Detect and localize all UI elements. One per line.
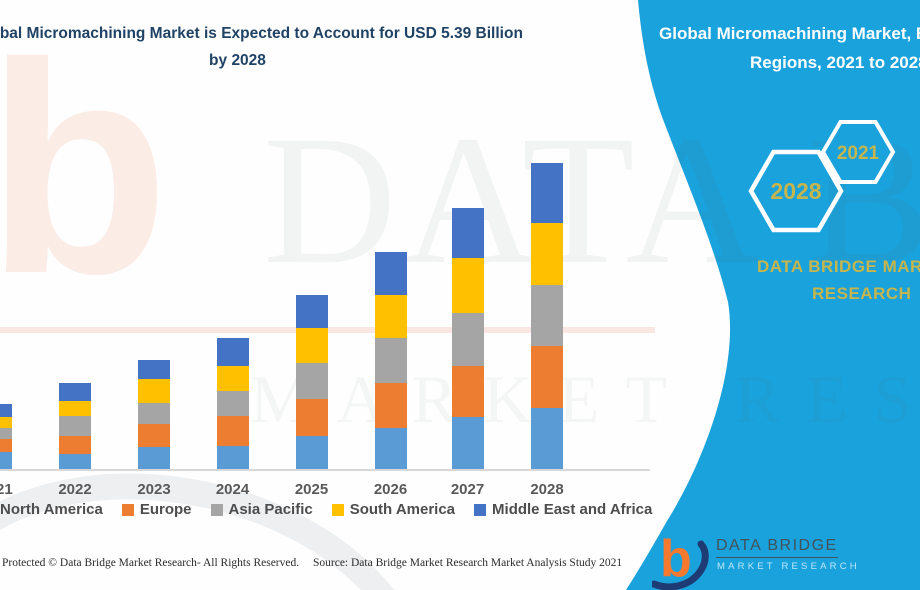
bar-2026 <box>374 251 407 469</box>
bar-segment-south-america <box>138 378 170 404</box>
panel-brand-line1: DATA BRIDGE MARKET <box>757 257 920 276</box>
x-axis-label-2023: 2023 <box>137 481 171 498</box>
bar-segment-middle-east-and-africa <box>59 382 91 401</box>
bar-2028 <box>531 163 563 469</box>
bar-segment-europe <box>216 416 249 446</box>
bar-segment-asia-pacific <box>59 415 91 436</box>
bar-segment-middle-east-and-africa <box>374 251 407 295</box>
x-axis-line <box>0 469 650 471</box>
bar-segment-europe <box>451 365 484 417</box>
legend-swatch-icon <box>474 503 487 516</box>
bar-segment-south-america <box>0 416 12 428</box>
chart-title-line2: by 2028 <box>209 52 266 69</box>
bar-2023 <box>138 360 170 469</box>
hexagon-2028-label: 2028 <box>770 178 821 204</box>
legend-swatch-icon <box>121 503 134 516</box>
bar-segment-europe <box>374 383 407 428</box>
panel-heading-line1: Global Micromachining Market, By <box>659 24 920 43</box>
x-axis-label-2022: 2022 <box>58 481 92 498</box>
hexagon-2021-icon <box>820 120 896 184</box>
bar-segment-north-america <box>374 427 407 469</box>
bar-2025 <box>295 294 328 469</box>
x-axis-label-2025: 2025 <box>294 481 329 498</box>
legend-label: South America <box>349 501 456 518</box>
bar-segment-asia-pacific <box>216 390 249 417</box>
bar-segment-asia-pacific <box>0 427 12 440</box>
copyright-text: Protected © Data Bridge Market Research-… <box>2 557 300 569</box>
databridge-logo-icon: b <box>652 534 709 590</box>
x-axis-label-2024: 2024 <box>215 481 250 498</box>
legend-swatch-icon <box>210 503 223 516</box>
bar-segment-south-america <box>451 257 484 313</box>
market-research-watermark-text: MARKET RESEARCH <box>250 361 920 437</box>
bar-segment-north-america <box>0 451 12 469</box>
databridge-b-watermark-icon: b <box>0 0 170 336</box>
x-axis-label-2028: 2028 <box>530 481 564 498</box>
year-hexagons: 2028 2021 <box>748 120 896 233</box>
source-text: Source: Data Bridge Market Research Mark… <box>313 557 623 569</box>
bar-segment-north-america <box>451 416 484 469</box>
bar-segment-north-america <box>295 436 328 469</box>
svg-text:b: b <box>660 534 692 588</box>
hexagon-2021-label: 2021 <box>837 143 880 164</box>
bar-2022 <box>59 382 91 469</box>
legend-label: Middle East and Africa <box>492 501 653 518</box>
panel-brand-line2: RESEARCH <box>812 284 912 303</box>
bar-segment-north-america <box>138 446 170 469</box>
bar-segment-europe <box>138 424 170 447</box>
bar-segment-middle-east-and-africa <box>0 404 12 417</box>
bar-segment-middle-east-and-africa <box>295 294 328 328</box>
bar-segment-asia-pacific <box>295 363 328 400</box>
bar-segment-asia-pacific <box>138 403 170 425</box>
peach-stripe-decoration <box>0 327 655 333</box>
legend-item-middle-east-and-africa: Middle East and Africa <box>474 501 652 518</box>
bar-segment-south-america <box>59 400 91 416</box>
bar-2024 <box>216 338 249 469</box>
x-axis-label-2021: 2021 <box>0 481 13 498</box>
bar-segment-north-america <box>216 445 249 469</box>
legend-label: Asia Pacific <box>228 501 313 518</box>
bar-segment-south-america <box>216 366 249 391</box>
bar-2021 <box>0 404 12 469</box>
bar-segment-south-america <box>374 294 407 338</box>
bar-segment-middle-east-and-africa <box>138 360 170 379</box>
bar-segment-europe <box>0 439 12 452</box>
bar-segment-asia-pacific <box>374 337 407 384</box>
bar-segment-asia-pacific <box>451 312 484 366</box>
bar-segment-north-america <box>531 407 563 469</box>
legend-swatch-icon <box>331 503 344 516</box>
legend-item-north-america: North America <box>0 501 103 518</box>
footer-logo-subtitle: MARKET RESEARCH <box>717 561 860 572</box>
legend-item-europe: Europe <box>121 501 192 518</box>
chart-title-line1: Global Micromachining Market is Expected… <box>0 25 523 42</box>
footer-logo-name: DATA BRIDGE <box>716 537 838 558</box>
bar-segment-asia-pacific <box>531 285 563 347</box>
bar-segment-middle-east-and-africa <box>531 163 563 224</box>
bar-segment-south-america <box>295 327 328 364</box>
bar-segment-middle-east-and-africa <box>451 207 484 258</box>
bar-segment-europe <box>295 399 328 437</box>
legend-item-asia-pacific: Asia Pacific <box>210 501 313 518</box>
bar-segment-middle-east-and-africa <box>216 338 249 367</box>
x-axis-label-2027: 2027 <box>450 481 485 498</box>
hexagon-2028-icon <box>748 149 844 233</box>
bar-segment-europe <box>531 346 563 408</box>
chart-legend: North America Europe Asia Pacific South Ame… <box>0 501 652 518</box>
panel-heading-line2: Regions, 2021 to 2028 <box>750 53 920 72</box>
bar-segment-north-america <box>59 454 91 469</box>
bar-2027 <box>451 207 484 469</box>
legend-label: Europe <box>139 501 192 518</box>
legend-item-south-america: South America <box>331 501 456 518</box>
bar-segment-europe <box>59 435 91 455</box>
x-axis-label-2026: 2026 <box>373 481 408 498</box>
bar-segment-south-america <box>531 223 563 286</box>
data-bridge-watermark-text: DATA BRI <box>263 98 920 303</box>
legend-label: North America <box>0 501 103 518</box>
